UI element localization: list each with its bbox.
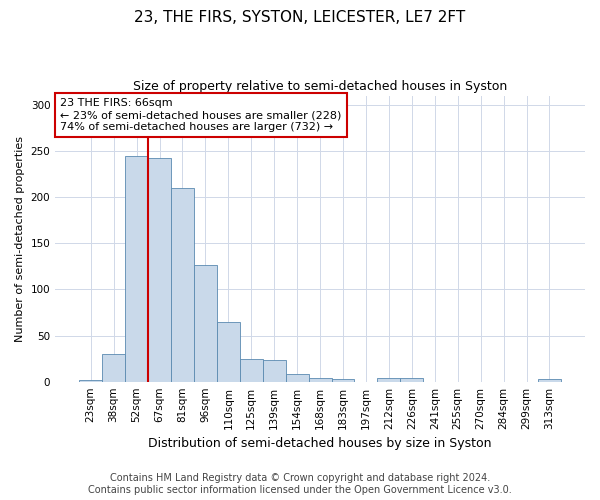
Bar <box>240 358 263 382</box>
Title: Size of property relative to semi-detached houses in Syston: Size of property relative to semi-detach… <box>133 80 507 93</box>
Bar <box>79 380 102 382</box>
Text: 23, THE FIRS, SYSTON, LEICESTER, LE7 2FT: 23, THE FIRS, SYSTON, LEICESTER, LE7 2FT <box>134 10 466 25</box>
Bar <box>286 374 308 382</box>
Bar <box>171 188 194 382</box>
Bar <box>263 360 286 382</box>
Bar <box>102 354 125 382</box>
Bar <box>377 378 400 382</box>
Bar <box>308 378 332 382</box>
Text: 23 THE FIRS: 66sqm
← 23% of semi-detached houses are smaller (228)
74% of semi-d: 23 THE FIRS: 66sqm ← 23% of semi-detache… <box>61 98 342 132</box>
Bar <box>194 266 217 382</box>
Bar <box>400 378 423 382</box>
Bar <box>148 158 171 382</box>
Text: Contains HM Land Registry data © Crown copyright and database right 2024.
Contai: Contains HM Land Registry data © Crown c… <box>88 474 512 495</box>
Bar <box>538 379 561 382</box>
Bar <box>332 379 355 382</box>
Y-axis label: Number of semi-detached properties: Number of semi-detached properties <box>15 136 25 342</box>
Bar <box>217 322 240 382</box>
X-axis label: Distribution of semi-detached houses by size in Syston: Distribution of semi-detached houses by … <box>148 437 492 450</box>
Bar <box>125 156 148 382</box>
